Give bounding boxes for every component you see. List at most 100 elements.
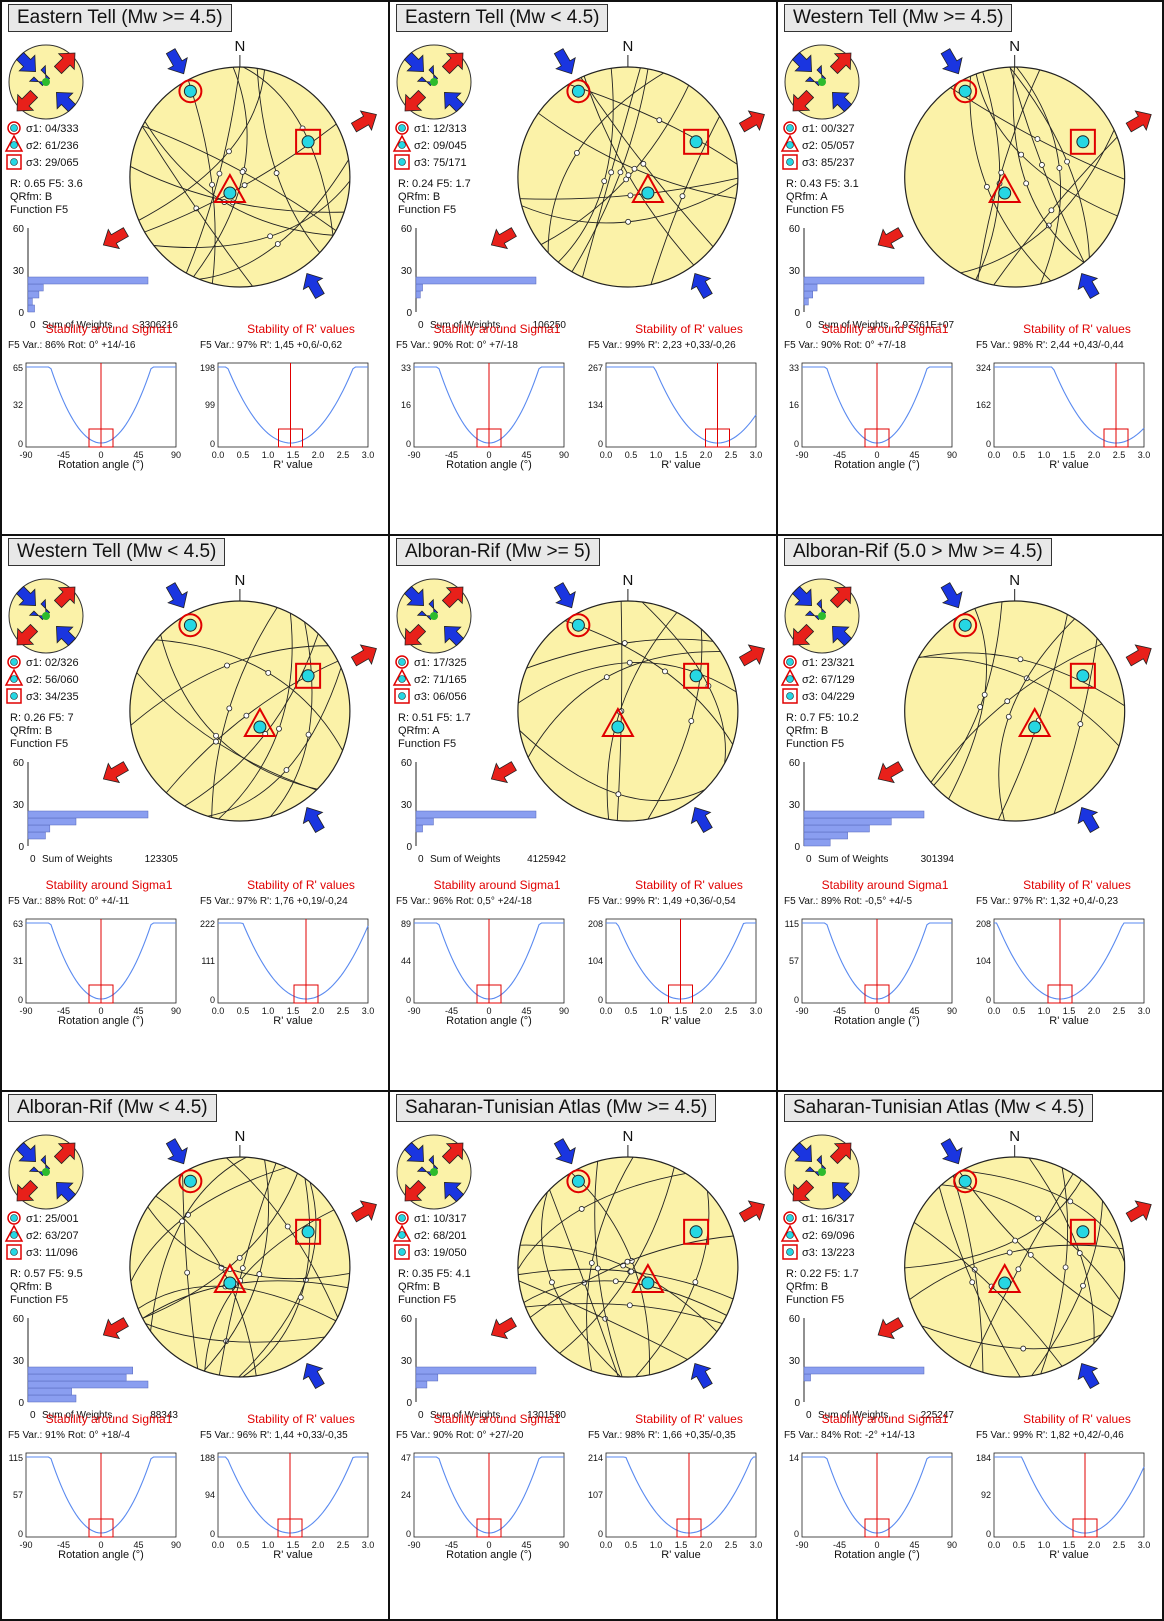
x-axis-label: Rotation angle (°) [446,1549,532,1561]
compression-arrow [1077,272,1100,300]
extension-arrow [1125,644,1152,667]
hist-xzero: 0 [30,1410,36,1421]
ymax-tick: 63 [13,919,23,929]
slip-point [241,182,248,189]
hist-bar [415,276,537,285]
sigma3-pole [301,135,315,149]
extension-arrow-shape [877,227,904,250]
r-stability-plot: Stability of R' values F5 Var.: 99% R': 1… [976,1412,1150,1561]
sigma-stability-title: Stability around Sigma1 [434,322,561,336]
x-axis-label: R' value [661,1549,700,1561]
slip-point [969,1279,976,1286]
extension-arrow [404,89,427,112]
sigma-stability-stats: F5 Var.: 90% Rot: 0° +7/-18 [784,340,906,351]
xtick: 45 [133,1540,143,1550]
slip-point [209,181,215,188]
stereonet [904,55,1126,288]
sigma3-legend-dot [398,158,406,166]
hist-ytick: 60 [789,224,801,235]
x-axis-label: Rotation angle (°) [834,1015,920,1027]
slip-point [184,1269,191,1276]
xtick: -90 [19,1006,32,1016]
sigma-stability-plot: Stability around Sigma1 F5 Var.: 91% Rot:… [8,1412,181,1561]
hist-bar [803,290,813,299]
sigma1-pole [183,84,197,98]
sigma-stability-title: Stability around Sigma1 [46,1412,173,1426]
sigma3-value: σ3: 13/223 [802,1247,855,1259]
hist-sum-label: Sum of Weights [818,320,888,331]
xtick: 1.5 [287,1006,300,1016]
extension-arrow-shape [1125,1200,1152,1223]
ymax-tick: 14 [789,1453,799,1463]
sigma1-value: σ1: 10/317 [414,1213,467,1225]
slip-point [1076,1250,1083,1256]
r-stability-title: Stability of R' values [635,878,743,892]
stability-curve [606,1456,756,1534]
extension-arrow-shape [53,52,76,75]
sigma2-legend-dot [398,1231,406,1239]
weights-histogram: 60 30 00 Sum of Weights 4125942 [401,758,567,865]
extension-arrow-shape [16,623,39,646]
yzero-tick: 0 [986,1529,991,1539]
compression-arrow [165,582,188,609]
extension-arrow [16,89,39,112]
slip-point [626,1302,633,1309]
sigma3-value: σ3: 06/056 [414,691,467,703]
extension-arrow [441,1142,464,1165]
function-label: Function F5 [10,1294,68,1306]
r-f5-value: R: 0.24 F5: 1.7 [398,178,471,190]
panel-graphics: Nσ1: 17/325 σ2: 71/165 σ3: 06/056 R: 0.51 F… [392,572,765,1027]
qrfm-value: QRfm: A [786,191,828,203]
ymid-tick: 24 [401,1490,411,1500]
hist-ytick: 60 [789,1314,801,1325]
xtick: 90 [947,1006,957,1016]
confidence-box [293,984,319,1004]
extension-arrow [792,623,815,646]
hist-bar [27,824,51,833]
hist-ytick: 0 [18,842,24,853]
slip-point [226,705,233,712]
panel-graphics: Nσ1: 23/321 σ2: 67/129 σ3: 04/229 R: 0.7 F5… [780,572,1152,1027]
ymid-tick: 104 [976,956,991,966]
compression-arrow [302,806,325,834]
slip-point [1045,222,1052,229]
compression-arrow-shape [940,1138,963,1165]
compression-arrow-shape [56,1182,77,1203]
ymid-tick: 16 [401,400,411,410]
hist-ytick: 30 [13,800,25,811]
panel-graphics: Nσ1: 04/333 σ2: 61/236 σ3: 29/065 R: 0.65 F… [4,38,377,471]
xtick: 1.0 [1038,450,1051,460]
slip-point [1004,698,1011,705]
sigma3-marker [1069,662,1096,689]
compression-arrow-shape [832,626,853,647]
center-dot [818,78,826,86]
slip-point [1023,180,1030,187]
xtick: 0.5 [1013,1540,1026,1550]
r-f5-value: R: 0.26 F5: 7 [10,712,74,724]
confidence-box [668,984,693,1004]
hist-ytick: 0 [406,1398,412,1409]
plot-frame [605,362,757,448]
compression-arrow-shape [302,272,325,300]
compression-arrow-shape [553,582,576,609]
sigma2-pole [223,1276,237,1290]
sigma2-marker [213,172,247,203]
ymid-tick: 107 [588,1490,603,1500]
sigma2-legend-dot [786,1231,794,1239]
yzero-tick: 0 [598,995,603,1005]
hist-ytick: 60 [401,1314,413,1325]
xtick: 0.0 [988,1540,1001,1550]
compression-arrow [403,1141,424,1162]
compression-arrow-shape [56,626,77,647]
compression-arrow-shape [444,92,465,113]
ymax-tick: 65 [13,363,23,373]
slip-point [239,169,246,175]
slip-point [216,170,223,177]
slip-point [1080,1282,1086,1289]
x-axis-label: R' value [273,459,312,471]
compression-arrow [56,626,77,647]
compression-arrow [56,92,77,113]
xtick: 45 [521,1006,531,1016]
sigma-values: σ1: 16/317 σ2: 69/096 σ3: 13/223 [780,1211,855,1260]
